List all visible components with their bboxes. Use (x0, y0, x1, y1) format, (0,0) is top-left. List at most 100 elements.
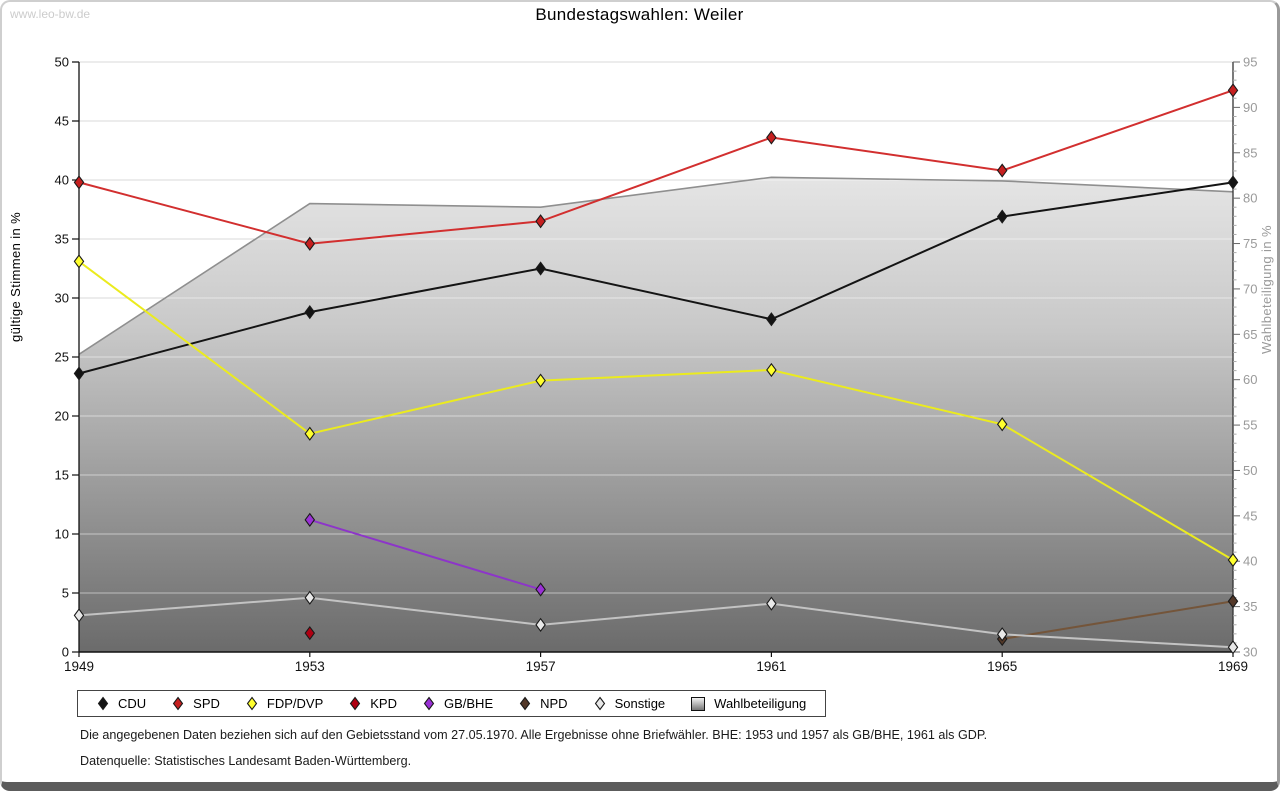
kpd-diamond-icon (350, 696, 361, 711)
right-tick-label: 90 (1243, 100, 1257, 115)
axis-ticks: 0 5 10 15 20 25 30 35 40 45 50 30 35 40 45 50 55 60 65 70 75… (55, 55, 1258, 675)
data-point-kpd-1953 (304, 625, 316, 641)
watermark: www.leo-bw.de (10, 7, 91, 21)
left-tick-label: 35 (55, 232, 69, 247)
data-point-sonstige-1957 (535, 617, 546, 632)
data-point-sonstige-1969 (1227, 640, 1239, 655)
data-point-cdu-1965 (996, 209, 1008, 224)
series-line-cdu (78, 181, 1234, 375)
legend-item-cdu: CDU (84, 696, 159, 711)
series-line-fdp-dvp (78, 260, 1234, 561)
legend-item-wahlbeteiligung: Wahlbeteiligung (678, 696, 819, 711)
left-tick-label: 5 (62, 586, 69, 601)
left-tick-label: 20 (55, 409, 69, 424)
right-tick-label: 30 (1243, 645, 1257, 660)
data-point-gb-bhe-1953 (304, 512, 316, 527)
right-tick-label: 40 (1243, 554, 1257, 569)
right-tick-label: 35 (1243, 599, 1257, 614)
legend-item-sonstige: Sonstige (581, 696, 679, 711)
right-tick-label: 70 (1243, 281, 1257, 296)
x-tick-label: 1969 (1218, 659, 1248, 674)
x-tick-label: 1953 (295, 659, 325, 674)
data-point-sonstige-1953 (304, 590, 316, 605)
data-point-cdu-1949 (73, 366, 85, 381)
legend-item-gb-bhe: GB/BHE (410, 696, 506, 711)
legend-label-spd: SPD (193, 696, 220, 711)
legend-label-fdp-dvp: FDP/DVP (266, 696, 324, 711)
data-point-fdp-dvp-1969 (1227, 552, 1239, 568)
npd-diamond-icon (519, 696, 531, 711)
wahlbeteiligung-area (79, 177, 1233, 652)
sonstige-diamond-icon (594, 696, 605, 711)
data-point-fdp-dvp-1961 (766, 362, 777, 378)
series-line-spd (78, 89, 1234, 245)
data-point-sonstige-1961 (766, 596, 777, 611)
left-tick-label: 25 (55, 350, 69, 365)
left-tick-label: 50 (55, 55, 69, 70)
right-tick-label: 45 (1243, 508, 1257, 523)
legend-label-sonstige: Sonstige (614, 696, 666, 711)
legend-label-npd: NPD (540, 696, 568, 711)
data-point-npd-1969 (1227, 594, 1239, 609)
left-tick-label: 10 (55, 527, 69, 542)
legend-label-kpd: KPD (370, 696, 397, 711)
wahlbeteiligung-area-edge (78, 176, 1234, 355)
right-tick-label: 65 (1243, 327, 1257, 342)
data-point-gb-bhe-1957 (535, 582, 546, 597)
series-line-sonstige (78, 596, 1234, 649)
left-tick-label: 30 (55, 291, 69, 306)
page-title: Bundestagswahlen: Weiler (535, 5, 744, 24)
data-point-fdp-dvp-1957 (535, 373, 546, 388)
legend-label-gb-bhe: GB/BHE (443, 696, 494, 711)
series-line-npd (1002, 600, 1234, 641)
series-sonstige (73, 590, 1239, 655)
legend-label-cdu: CDU (118, 696, 147, 711)
data-point-cdu-1953 (304, 305, 316, 320)
series-cdu (73, 175, 1239, 381)
right-tick-label: 55 (1243, 418, 1257, 433)
left-tick-label: 0 (62, 645, 69, 660)
series-gb-bhe (304, 512, 546, 597)
legend-item-spd: SPD (159, 696, 233, 711)
data-point-cdu-1969 (1227, 175, 1239, 190)
series-kpd (304, 625, 316, 641)
spd-diamond-icon (172, 696, 184, 711)
data-point-sonstige-1965 (996, 627, 1008, 642)
x-tick-label: 1965 (987, 659, 1017, 674)
data-point-spd-1957 (535, 214, 546, 229)
x-tick-label: 1961 (756, 659, 786, 674)
data-point-fdp-dvp-1953 (304, 426, 316, 441)
right-tick-label: 80 (1243, 191, 1257, 206)
data-point-spd-1953 (304, 236, 316, 251)
right-tick-label: 50 (1243, 463, 1257, 478)
footnote-gebietsstand: Die angegebenen Daten beziehen sich auf … (80, 728, 988, 742)
right-axis-title: Wahlbeteiligung in % (1259, 225, 1274, 354)
data-point-spd-1961 (766, 130, 777, 145)
footnote-datenquelle: Datenquelle: Statistisches Landesamt Bad… (80, 754, 412, 768)
gb-bhe-diamond-icon (423, 696, 435, 711)
series-line-gb-bhe (309, 518, 541, 591)
right-tick-label: 75 (1243, 236, 1257, 251)
data-point-cdu-1961 (766, 312, 777, 327)
data-point-cdu-1957 (535, 261, 546, 276)
left-tick-label: 45 (55, 114, 69, 129)
left-tick-label: 15 (55, 468, 69, 483)
data-point-fdp-dvp-1949 (73, 254, 85, 269)
x-tick-label: 1949 (64, 659, 94, 674)
legend: CDU SPD FDP/DVP KPD GB/BHE NPD Sonstige Wahlbet… (77, 690, 827, 717)
right-tick-label: 60 (1243, 372, 1257, 387)
legend-item-npd: NPD (506, 696, 580, 711)
fdp-dvp-diamond-icon (246, 696, 258, 711)
right-tick-label: 85 (1243, 145, 1257, 160)
x-tick-label: 1957 (526, 659, 556, 674)
left-tick-label: 40 (55, 173, 69, 188)
data-point-sonstige-1949 (73, 608, 85, 623)
data-point-fdp-dvp-1965 (996, 417, 1008, 432)
series-fdp-dvp (73, 254, 1239, 568)
legend-label-wahlbeteiligung: Wahlbeteiligung (714, 696, 807, 711)
left-axis-title: gültige Stimmen in % (8, 211, 23, 342)
data-point-spd-1969 (1227, 83, 1239, 98)
legend-item-fdp-dvp: FDP/DVP (233, 696, 336, 711)
